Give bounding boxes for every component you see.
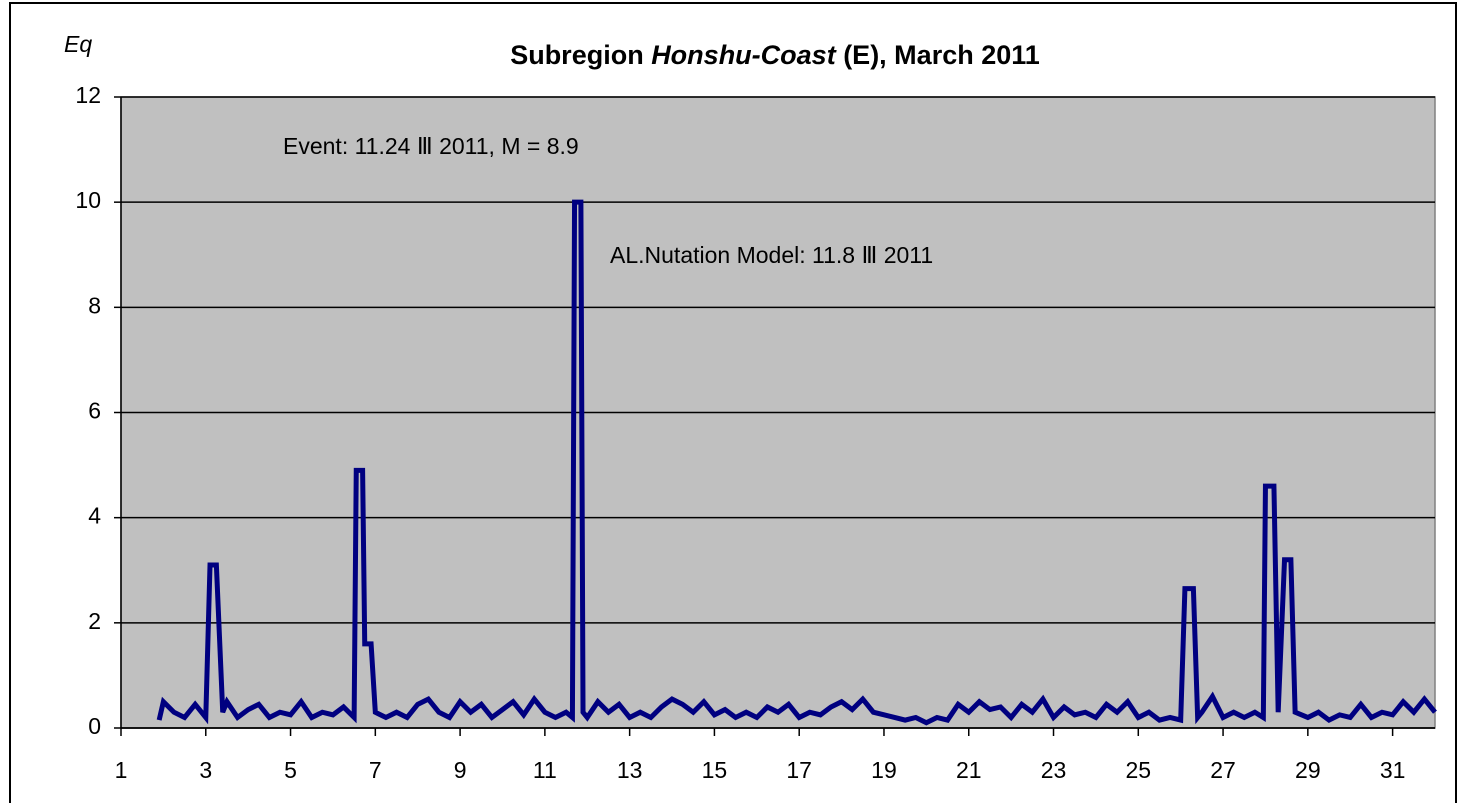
y-axis-label: Eq (64, 31, 92, 57)
annotation: AL.Nutation Model: 11.8 Ⅲ 2011 (610, 242, 933, 268)
y-tick-label: 4 (88, 503, 101, 529)
title-part: Honshu-Coast (651, 40, 837, 70)
x-tick-label: 31 (1380, 757, 1406, 783)
x-tick-label: 5 (284, 757, 297, 783)
x-tick-label: 15 (702, 757, 728, 783)
y-tick-label: 8 (88, 292, 101, 318)
data-line (156, 199, 1437, 726)
y-tick-label: 12 (75, 82, 101, 108)
x-tick-label: 29 (1295, 757, 1321, 783)
x-tick-label: 3 (199, 757, 212, 783)
chart-title: Subregion Honshu-Coast (E), March 2011 (510, 40, 1040, 70)
x-tick-label: 19 (871, 757, 897, 783)
x-tick-label: 27 (1210, 757, 1236, 783)
title-part: (E), March 2011 (836, 40, 1040, 70)
x-tick-label: 17 (786, 757, 812, 783)
annotation: Event: 11.24 Ⅲ 2011, M = 8.9 (283, 133, 579, 159)
title-part: Subregion (510, 40, 651, 70)
y-tick-label: 0 (88, 713, 101, 739)
y-tick-label: 2 (88, 608, 101, 634)
x-tick-label: 9 (454, 757, 467, 783)
x-tick-label: 23 (1041, 757, 1067, 783)
x-tick-label: 7 (369, 757, 382, 783)
y-tick-label: 10 (75, 187, 101, 213)
x-tick-label: 13 (617, 757, 643, 783)
x-tick-label: 11 (533, 757, 557, 783)
x-tick-label: 1 (115, 757, 128, 783)
x-tick-label: 21 (956, 757, 982, 783)
y-tick-label: 6 (88, 398, 101, 424)
x-tick-label: 25 (1125, 757, 1151, 783)
